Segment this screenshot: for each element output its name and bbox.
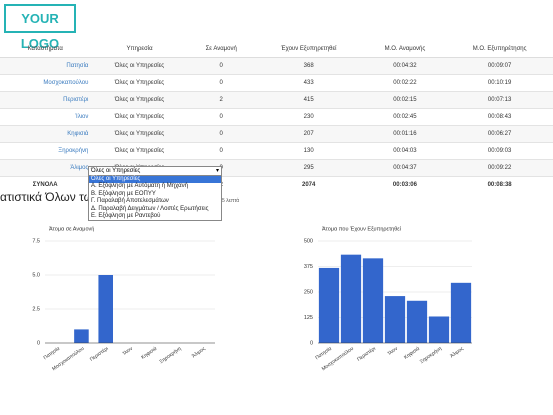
table-row: Ξηροκρήνη Όλες οι Υπηρεσίες 0 130 00:04:03 00…: [0, 142, 553, 160]
dropdown-option[interactable]: Όλες οι Υπηρεσίες: [89, 176, 221, 184]
x-tick-label: Ξηροκρήνη: [158, 345, 183, 365]
bar: [74, 329, 89, 343]
table-cell: 0: [188, 125, 254, 143]
table-cell[interactable]: Άλιμος: [0, 159, 91, 177]
table-cell[interactable]: Πατησία: [0, 57, 91, 75]
table-cell: 00:02:15: [363, 91, 447, 109]
x-tick-label: Ξηροκρήνη: [418, 345, 443, 365]
table-cell[interactable]: Μοσχοκαπούλου: [0, 74, 91, 92]
y-tick-label: 0: [310, 340, 313, 346]
table-cell[interactable]: Ίλιον: [0, 108, 91, 126]
x-tick-label: Κηφισιά: [403, 345, 421, 361]
total-label: ΣΥΝΟΛΑ: [0, 176, 91, 193]
table-cell: 368: [253, 57, 364, 75]
table-cell: 00:02:45: [363, 108, 447, 126]
bar: [318, 267, 340, 343]
x-tick-label: Ίλιον: [121, 346, 135, 358]
x-tick-label: Πατησία: [43, 346, 62, 361]
table-cell: 00:04:37: [363, 159, 447, 177]
x-tick-label: Ίλιον: [386, 346, 400, 358]
table-cell: 00:09:03: [446, 142, 553, 160]
x-tick-label: Άλιμος: [449, 345, 465, 359]
table-cell: 130: [253, 142, 364, 160]
dropdown-option[interactable]: Γ. Παραλαβή Αποτελεσμάτων: [91, 198, 169, 205]
dropdown-option[interactable]: Ε. Εξόφληση με Ραντεβού: [91, 212, 161, 219]
bar: [406, 300, 428, 343]
table-cell: 230: [253, 108, 364, 126]
bar: [340, 254, 362, 343]
table-cell: 00:02:22: [363, 74, 447, 92]
table-cell: 0: [188, 74, 254, 92]
x-tick-label: Άλιμος: [191, 345, 207, 359]
bar: [384, 296, 406, 343]
table-cell: 0: [188, 57, 254, 75]
table-cell: 00:04:03: [363, 142, 447, 160]
table-cell: 00:09:07: [446, 57, 553, 75]
table-row: Πατησία Όλες οι Υπηρεσίες 0 368 00:04:32 00:0…: [0, 57, 553, 75]
table-cell: 0: [188, 108, 254, 126]
heading: ατιστικά Όλων των: [0, 190, 100, 204]
table-cell: 00:04:32: [363, 57, 447, 75]
dropdown-option[interactable]: Α. Εξόφληση με Αυτόματη ή Μηχανή: [91, 183, 188, 190]
table-row: Μοσχοκαπούλου Όλες οι Υπηρεσίες 0 433 00:02:…: [0, 74, 553, 92]
table-row: Ίλιον Όλες οι Υπηρεσίες 0 230 00:02:45 00:08:…: [0, 108, 553, 126]
y-tick-label: 375: [304, 264, 313, 270]
table-cell: 00:06:27: [446, 125, 553, 143]
table-cell: Όλες οι Υπηρεσίες: [90, 108, 189, 126]
table-cell[interactable]: Ξηροκρήνη: [0, 142, 91, 160]
table-cell[interactable]: Περιστέρι: [0, 91, 91, 109]
x-tick-label: Περιστέρι: [88, 345, 109, 363]
y-tick-label: 0: [37, 340, 40, 346]
note: 5 λεπτά: [222, 198, 240, 204]
table-cell: Όλες οι Υπηρεσίες: [90, 91, 189, 109]
table-cell: 2: [188, 91, 254, 109]
x-tick-label: Περιστέρι: [356, 345, 377, 363]
y-tick-label: 2.5: [32, 306, 40, 312]
table-row: Περιστέρι Όλες οι Υπηρεσίες 2 415 00:02:15 00…: [0, 91, 553, 109]
table-cell: 0: [188, 142, 254, 160]
table-cell: 00:10:19: [446, 74, 553, 92]
bar: [98, 275, 113, 343]
bar: [450, 282, 472, 343]
y-tick-label: 500: [304, 238, 313, 244]
dropdown-option[interactable]: Β. Εξόφληση με ΕΟΠΥΥ: [91, 190, 156, 197]
total-cell: 00:08:38: [446, 176, 553, 193]
table-cell: Όλες οι Υπηρεσίες: [90, 142, 189, 160]
dropdown-option[interactable]: Δ. Παραλαβή Δειγμάτων / Λοιπές Ερωτήσεις: [91, 205, 209, 212]
y-tick-label: 125: [304, 315, 313, 321]
table-cell: Όλες οι Υπηρεσίες: [90, 57, 189, 75]
service-options: Όλες οι Υπηρεσίες Α. Εξόφληση με Αυτόματη…: [88, 175, 222, 222]
x-tick-label: Κηφισιά: [140, 345, 158, 361]
table-cell: Όλες οι Υπηρεσίες: [90, 74, 189, 92]
table-cell: 00:07:13: [446, 91, 553, 109]
total-cell: 2074: [253, 176, 364, 193]
y-tick-label: 5.0: [32, 272, 40, 278]
table-cell: 00:09:22: [446, 159, 553, 177]
table-cell: 433: [253, 74, 364, 92]
bar: [428, 316, 450, 343]
table-cell: 00:01:16: [363, 125, 447, 143]
chart-title: Άτομα σε Αναμονή: [49, 225, 94, 232]
chart-title: Άτομα που Έχουν Εξυπηρετηθεί: [322, 226, 402, 232]
y-tick-label: 250: [304, 289, 313, 295]
table-cell: 415: [253, 91, 364, 109]
table-cell: 207: [253, 125, 364, 143]
table-cell: 00:08:43: [446, 108, 553, 126]
table-cell: Όλες οι Υπηρεσίες: [90, 125, 189, 143]
bar: [362, 258, 384, 343]
x-tick-label: Πατησία: [314, 346, 333, 361]
y-tick-label: 7.5: [32, 238, 40, 244]
table-cell[interactable]: Κηφισιά: [0, 125, 91, 143]
total-cell: 00:03:06: [363, 176, 447, 193]
table-row: Κηφισιά Όλες οι Υπηρεσίες 0 207 00:01:16 00:0…: [0, 125, 553, 143]
table-cell: 295: [253, 159, 364, 177]
